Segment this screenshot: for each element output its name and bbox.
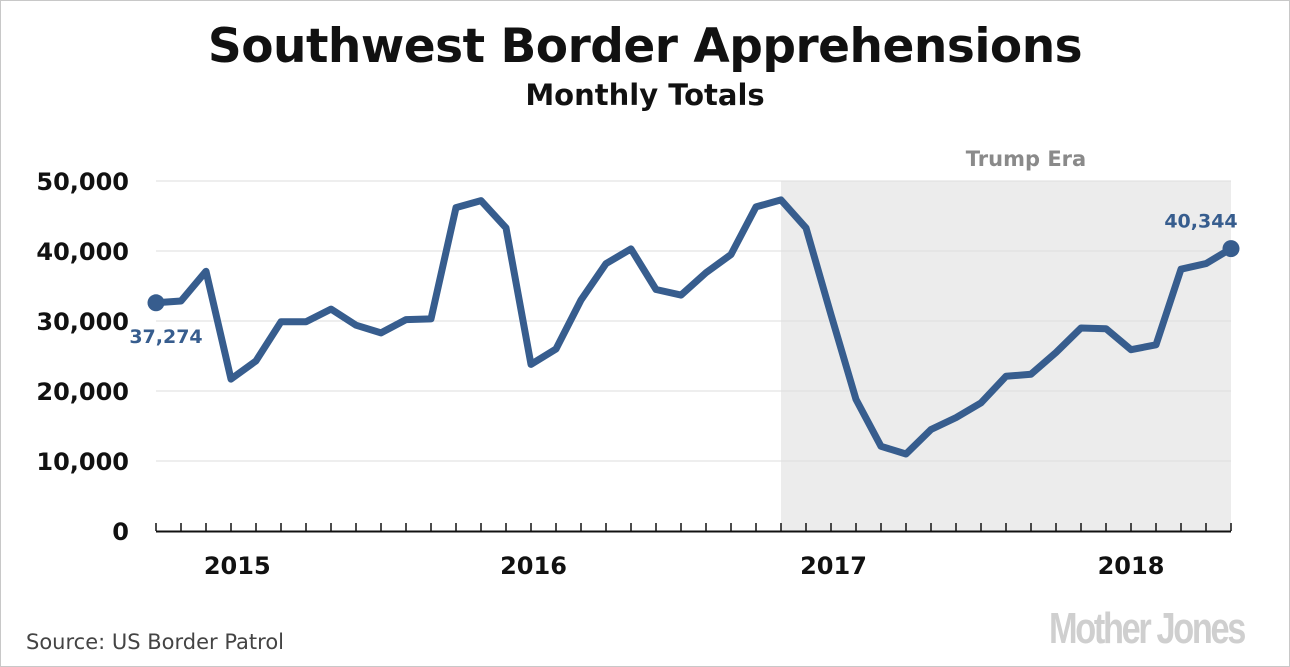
start-value-label: 37,274 (129, 326, 202, 348)
end-point-marker (1222, 240, 1240, 258)
trump-era-shading (781, 181, 1231, 531)
chart-subtitle: Monthly Totals (525, 78, 765, 112)
y-tick-label: 30,000 (36, 308, 129, 336)
chart-title: Southwest Border Apprehensions (207, 19, 1083, 74)
trump-era-label: Trump Era (966, 147, 1086, 171)
end-value-label: 40,344 (1164, 211, 1237, 233)
x-tick-label: 2017 (800, 552, 867, 580)
y-tick-label: 10,000 (36, 448, 129, 476)
series-line-apprehensions (152, 196, 1235, 458)
y-tick-label: 50,000 (36, 168, 129, 196)
x-tick-label: 2016 (500, 552, 567, 580)
y-tick-label: 20,000 (36, 378, 129, 406)
x-tick-label: 2018 (1098, 552, 1165, 580)
mother-jones-logo: Mother Jones (1049, 604, 1246, 653)
start-point-marker (147, 294, 165, 312)
y-tick-label: 0 (112, 518, 129, 546)
y-tick-label: 40,000 (36, 238, 129, 266)
line-chart: Trump Era 0 10,000 20,000 30,000 40,000 50,000… (36, 147, 1240, 580)
x-tick-label: 2015 (204, 552, 271, 580)
source-note: Source: US Border Patrol (26, 630, 285, 654)
